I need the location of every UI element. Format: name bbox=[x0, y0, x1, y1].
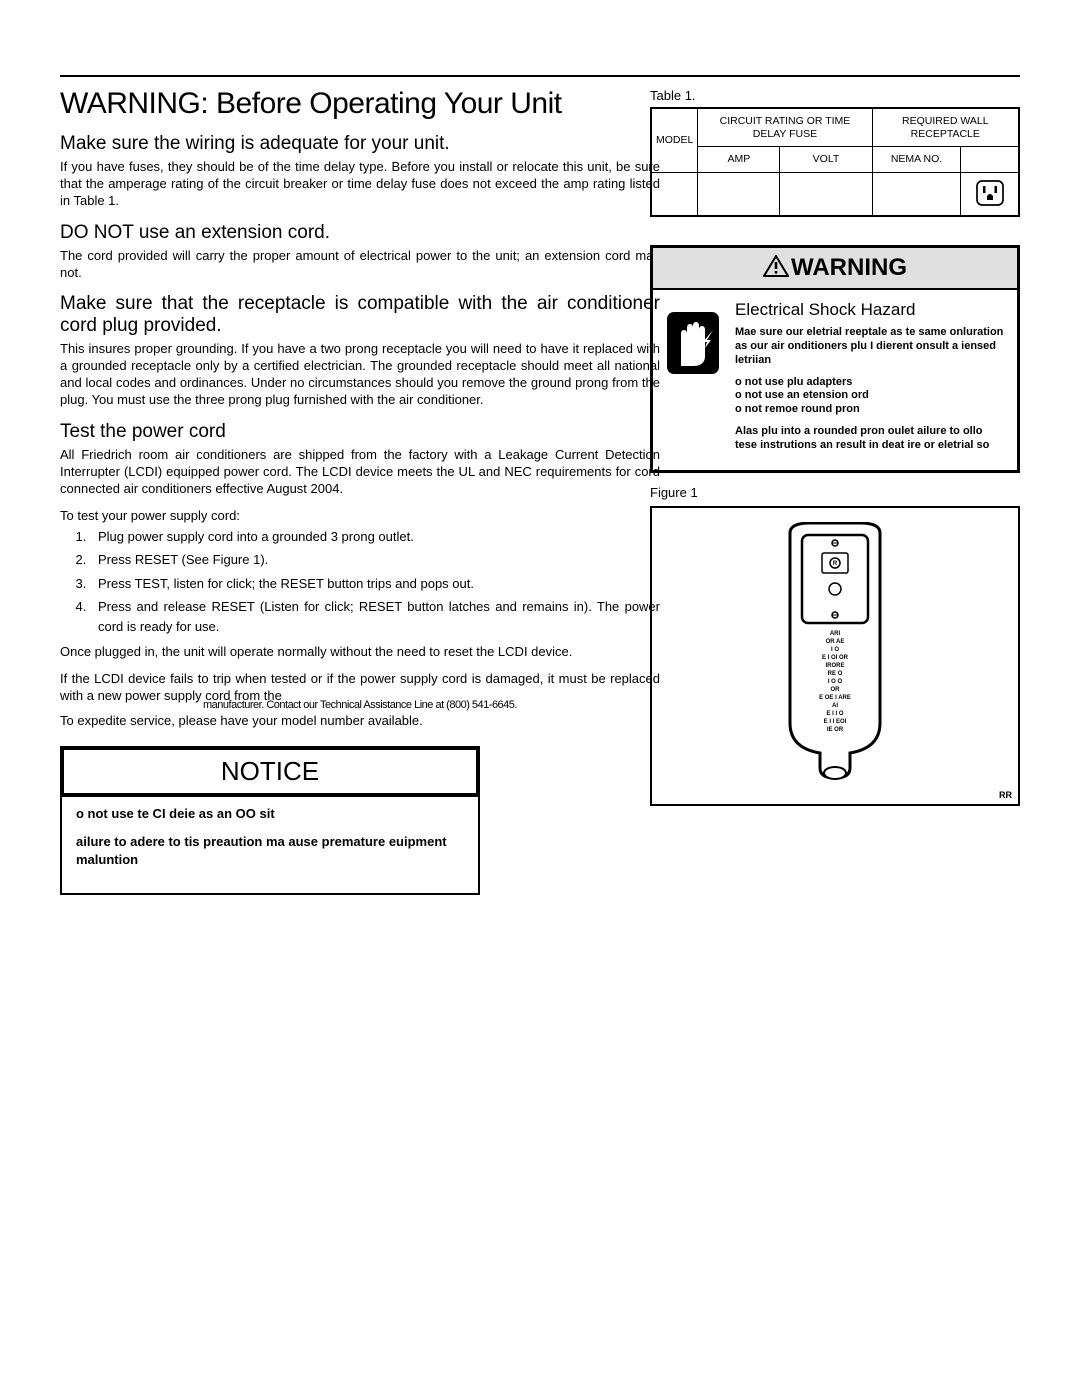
svg-text:I O O: I O O bbox=[828, 679, 843, 685]
test-intro: To test your power supply cord: bbox=[60, 508, 660, 523]
svg-text:IE OR: IE OR bbox=[827, 727, 844, 733]
right-column: Table 1. MODEL CIRCUIT RATING OR TIME DE… bbox=[650, 87, 1020, 806]
expedite-line: To expedite service, please have your mo… bbox=[60, 713, 660, 728]
list-item: Press and release RESET (Listen for clic… bbox=[90, 597, 660, 636]
warning-p2: o not use plu adapters bbox=[735, 376, 1007, 390]
test-after-1: Once plugged in, the unit will operate n… bbox=[60, 644, 660, 661]
warning-triangle-icon bbox=[763, 255, 789, 277]
ext-body: The cord provided will carry the proper … bbox=[60, 248, 660, 282]
svg-text:ARI: ARI bbox=[830, 631, 841, 637]
svg-text:IRORE: IRORE bbox=[825, 663, 844, 669]
figure-box: R ARI OR AE I O E I OI OR IRORE RE O I O O OR E … bbox=[650, 506, 1020, 806]
recept-body: This insures proper grounding. If you ha… bbox=[60, 341, 660, 409]
left-column: Make sure the wiring is adequate for you… bbox=[60, 133, 680, 895]
wiring-body: If you have fuses, they should be of the… bbox=[60, 159, 660, 210]
figure-label: Figure 1 bbox=[650, 485, 1020, 500]
wiring-head: Make sure the wiring is adequate for you… bbox=[60, 133, 660, 155]
th-volt: VOLT bbox=[780, 147, 872, 173]
svg-text:AI: AI bbox=[832, 703, 838, 709]
warning-p5: Alas plu into a rounded pron oulet ailur… bbox=[735, 425, 1007, 453]
warning-p4: o not remoe round pron bbox=[735, 403, 1007, 417]
td-amp bbox=[698, 172, 780, 216]
svg-text:E I I EOI: E I I EOI bbox=[824, 719, 847, 725]
table-label: Table 1. bbox=[650, 88, 696, 103]
test-head: Test the power cord bbox=[60, 421, 660, 443]
ext-head: DO NOT use an extension cord. bbox=[60, 222, 660, 244]
td-model bbox=[651, 172, 698, 216]
warning-p3: o not use an etension ord bbox=[735, 389, 1007, 403]
th-nema: NEMA NO. bbox=[872, 147, 961, 173]
outlet-icon bbox=[976, 180, 1004, 206]
recept-head: Make sure that the receptacle is compati… bbox=[60, 293, 660, 337]
test-body-1: All Friedrich room air conditioners are … bbox=[60, 447, 660, 498]
shock-hand-icon bbox=[663, 300, 723, 460]
list-item: Press RESET (See Figure 1). bbox=[90, 550, 660, 570]
list-item: Plug power supply cord into a grounded 3… bbox=[90, 527, 660, 547]
warning-p1: Mae sure our eletrial reeptale as te sam… bbox=[735, 326, 1007, 367]
th-circuit: CIRCUIT RATING OR TIME DELAY FUSE bbox=[698, 108, 872, 147]
svg-text:R: R bbox=[833, 561, 838, 567]
svg-text:E I I O: E I I O bbox=[826, 711, 843, 717]
svg-text:I O: I O bbox=[831, 647, 839, 653]
test-steps: Plug power supply cord into a grounded 3… bbox=[90, 527, 660, 637]
svg-text:OR AE: OR AE bbox=[826, 639, 845, 645]
rating-table: MODEL CIRCUIT RATING OR TIME DELAY FUSE … bbox=[650, 107, 1020, 217]
notice-line-1: o not use te CI deie as an OO sit bbox=[76, 805, 478, 823]
warning-box: WARNING Electrical Shock Hazard Mae sure… bbox=[650, 245, 1020, 473]
svg-text:OR: OR bbox=[831, 687, 841, 693]
lcdi-plug-icon: R ARI OR AE I O E I OI OR IRORE RE O I O O OR E … bbox=[750, 522, 920, 804]
svg-text:E I OI OR: E I OI OR bbox=[822, 655, 849, 661]
list-item: Press TEST, listen for click; the RESET … bbox=[90, 574, 660, 594]
warning-header: WARNING bbox=[653, 248, 1017, 290]
warning-title: Electrical Shock Hazard bbox=[735, 300, 1007, 320]
td-volt bbox=[780, 172, 872, 216]
notice-header: NOTICE bbox=[60, 746, 480, 797]
th-model: MODEL bbox=[651, 108, 698, 172]
notice-line-2: ailure to adere to tis preaution ma ause… bbox=[76, 833, 478, 869]
td-nema bbox=[872, 172, 961, 216]
td-outlet bbox=[961, 172, 1019, 216]
svg-text:RE O: RE O bbox=[828, 671, 843, 677]
svg-text:E OE I ARE: E OE I ARE bbox=[819, 695, 851, 701]
notice-box: NOTICE o not use te CI deie as an OO sit… bbox=[60, 746, 480, 896]
th-wall: REQUIRED WALL RECEPTACLE bbox=[872, 108, 1019, 147]
figure-corner-label: RR bbox=[999, 790, 1012, 800]
th-amp: AMP bbox=[698, 147, 780, 173]
